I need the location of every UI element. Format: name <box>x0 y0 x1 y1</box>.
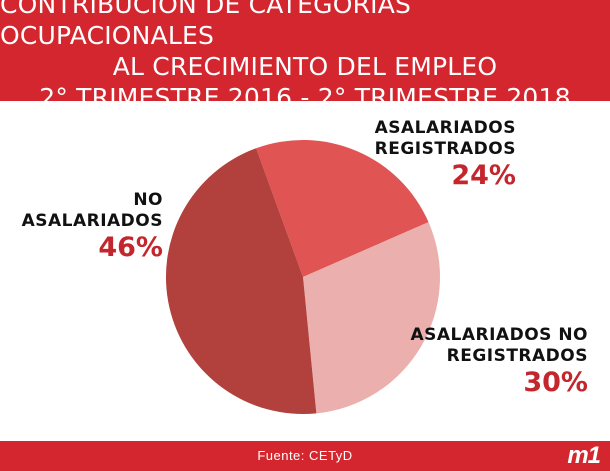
slice-name-line: REGISTRADOS <box>446 346 588 366</box>
pie-chart <box>165 139 441 415</box>
chart-title-line-3: 2° TRIMESTRE 2016 - 2° TRIMESTRE 2018 <box>39 82 571 112</box>
chart-header: CONTRIBUCIÓN DE CATEGORÍAS OCUPACIONALES… <box>0 0 610 112</box>
chart-title-line-1: CONTRIBUCIÓN DE CATEGORÍAS OCUPACIONALES <box>0 0 412 50</box>
brand-logo: m1 <box>567 442 601 469</box>
label-asalariados-no-registrados: ASALARIADOS NO REGISTRADOS 30% <box>405 325 588 398</box>
source-text: Fuente: CETyD <box>257 448 353 463</box>
chart-title-line-2: AL CRECIMIENTO DEL EMPLEO <box>112 51 498 81</box>
label-no-asalariados: NO ASALARIADOS 46% <box>5 190 163 263</box>
slice-name-line: REGISTRADOS <box>374 139 516 159</box>
slice-percent-label: 46% <box>98 232 163 263</box>
pie-slice-1 <box>303 222 441 414</box>
slice-percent-label: 24% <box>451 160 516 191</box>
slice-name-line: ASALARIADOS <box>374 118 516 138</box>
slice-name-line: NO ASALARIADOS <box>21 190 163 231</box>
label-asalariados-registrados: ASALARIADOS REGISTRADOS 24% <box>370 118 516 191</box>
footer-bar: Fuente: CETyD m1 <box>0 441 610 471</box>
pie-slice-0 <box>256 139 429 277</box>
pie-slice-2 <box>165 148 317 415</box>
slice-percent-label: 30% <box>523 367 588 398</box>
slice-name-line: ASALARIADOS NO <box>410 325 588 345</box>
